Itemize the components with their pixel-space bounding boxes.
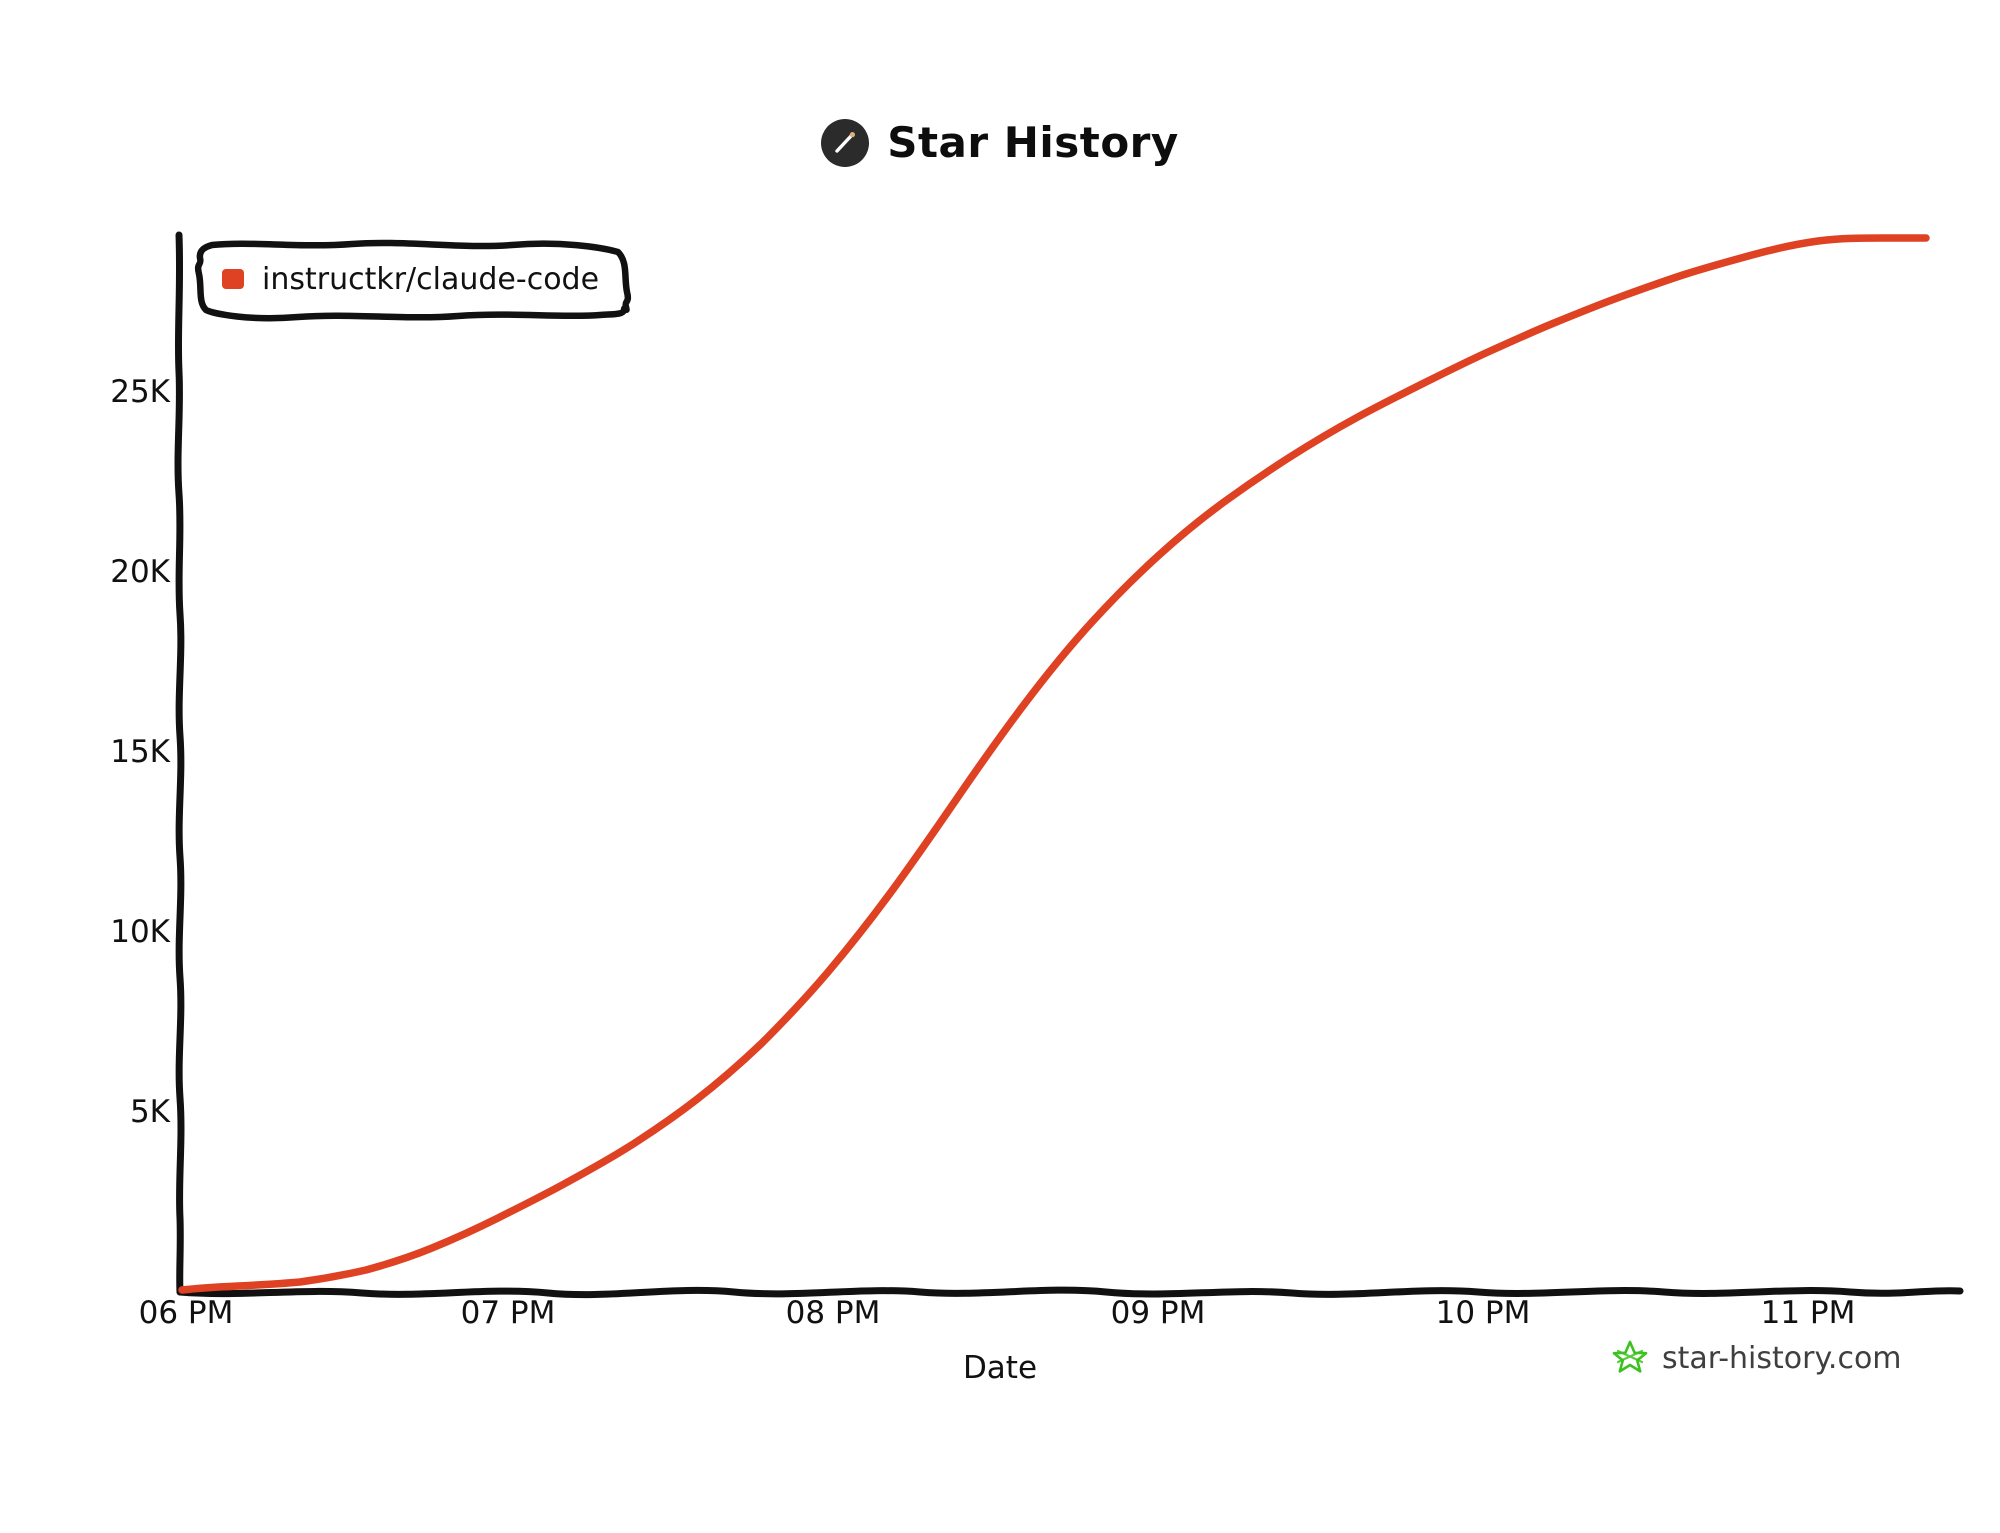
watermark[interactable]: star-history.com [1612, 1338, 1902, 1378]
x-axis-title: Date [962, 1350, 1038, 1386]
chart-legend[interactable]: instructkr/claude-code [196, 243, 636, 315]
x-axis-line [176, 1286, 1964, 1299]
legend-label-instructkr-claude-code: instructkr/claude-code [262, 261, 600, 297]
x-tick-09pm: 09 PM [1110, 1295, 1206, 1331]
green-star-icon [1612, 1338, 1648, 1378]
x-tick-10pm: 10 PM [1435, 1295, 1531, 1331]
x-tick-07pm: 07 PM [460, 1295, 556, 1331]
series-line-instructkr-claude-code [178, 234, 1930, 1294]
wand-in-circle-icon [821, 118, 870, 167]
y-tick-20k: 20K [110, 554, 170, 590]
watermark-text: star-history.com [1662, 1340, 1902, 1376]
legend-border [194, 239, 632, 322]
y-axis-tick-labels: 25K 20K 15K 10K 5K [20, 0, 170, 1533]
page-title: Star History [887, 118, 1179, 167]
chart-title-bar: Star History [0, 118, 2000, 167]
y-tick-15k: 15K [110, 734, 170, 770]
y-tick-10k: 10K [110, 914, 170, 950]
x-tick-06pm: 06 PM [138, 1295, 234, 1331]
y-tick-25k: 25K [110, 374, 170, 410]
x-tick-08pm: 08 PM [785, 1295, 881, 1331]
legend-swatch-instructkr-claude-code [222, 269, 244, 289]
y-axis-line [174, 231, 185, 1296]
y-tick-5k: 5K [129, 1094, 170, 1130]
x-tick-11pm: 11 PM [1760, 1295, 1856, 1331]
